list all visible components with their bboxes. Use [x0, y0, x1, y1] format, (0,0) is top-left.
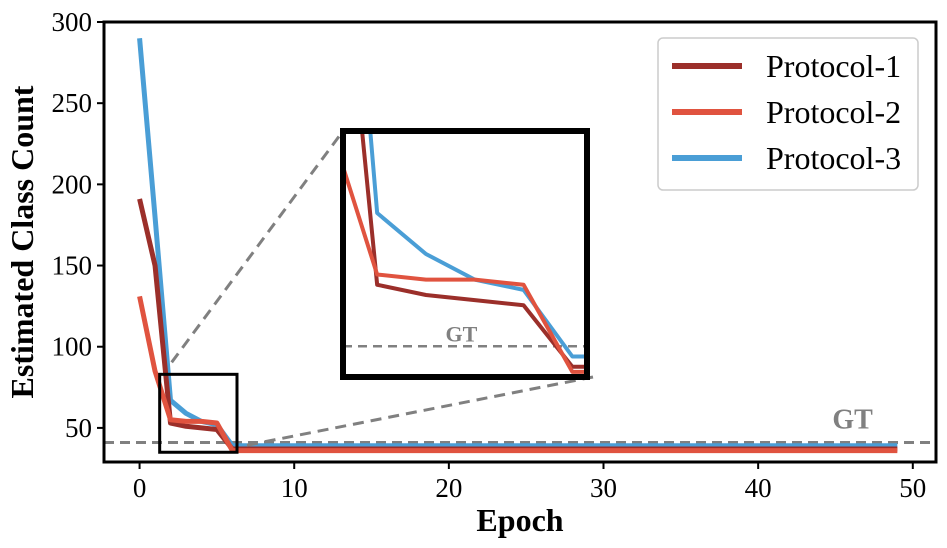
zoom-region-box — [158, 372, 239, 454]
y-tick-label: 250 — [52, 88, 93, 118]
x-tick-label: 30 — [590, 473, 617, 503]
inset-series-line-protocol-1 — [360, 131, 587, 369]
y-tick-label: 100 — [52, 332, 93, 362]
x-tick-label: 50 — [899, 473, 926, 503]
inset-plot — [343, 131, 587, 374]
inset-connector-top — [170, 130, 345, 364]
inset-series-line-protocol-2 — [343, 160, 587, 374]
y-tick-label: 200 — [52, 169, 93, 199]
x-tick-label: 40 — [745, 473, 772, 503]
legend-label-protocol-3: Protocol-3 — [766, 140, 901, 176]
x-tick-label: 10 — [281, 473, 308, 503]
series-line-protocol-3 — [137, 38, 898, 449]
y-tick-label: 300 — [52, 7, 93, 37]
gt-label: GT — [832, 405, 873, 436]
legend-box — [657, 37, 919, 191]
x-tick-label: 20 — [435, 473, 462, 503]
legend-label-protocol-1: Protocol-1 — [766, 48, 901, 84]
y-axis-title: Estimated Class Count — [4, 85, 40, 398]
x-axis-title: Epoch — [476, 502, 563, 538]
legend-label-protocol-2: Protocol-2 — [766, 94, 901, 130]
series-line-protocol-2 — [137, 295, 898, 454]
axes-frame — [102, 20, 938, 464]
y-tick-label: 150 — [52, 251, 93, 281]
inset-connector-bottom — [246, 375, 594, 447]
y-tick-label: 50 — [65, 413, 92, 443]
inset-frame — [340, 128, 590, 380]
x-tick-label: 0 — [133, 473, 147, 503]
inset-gt-label: GT — [445, 321, 477, 346]
